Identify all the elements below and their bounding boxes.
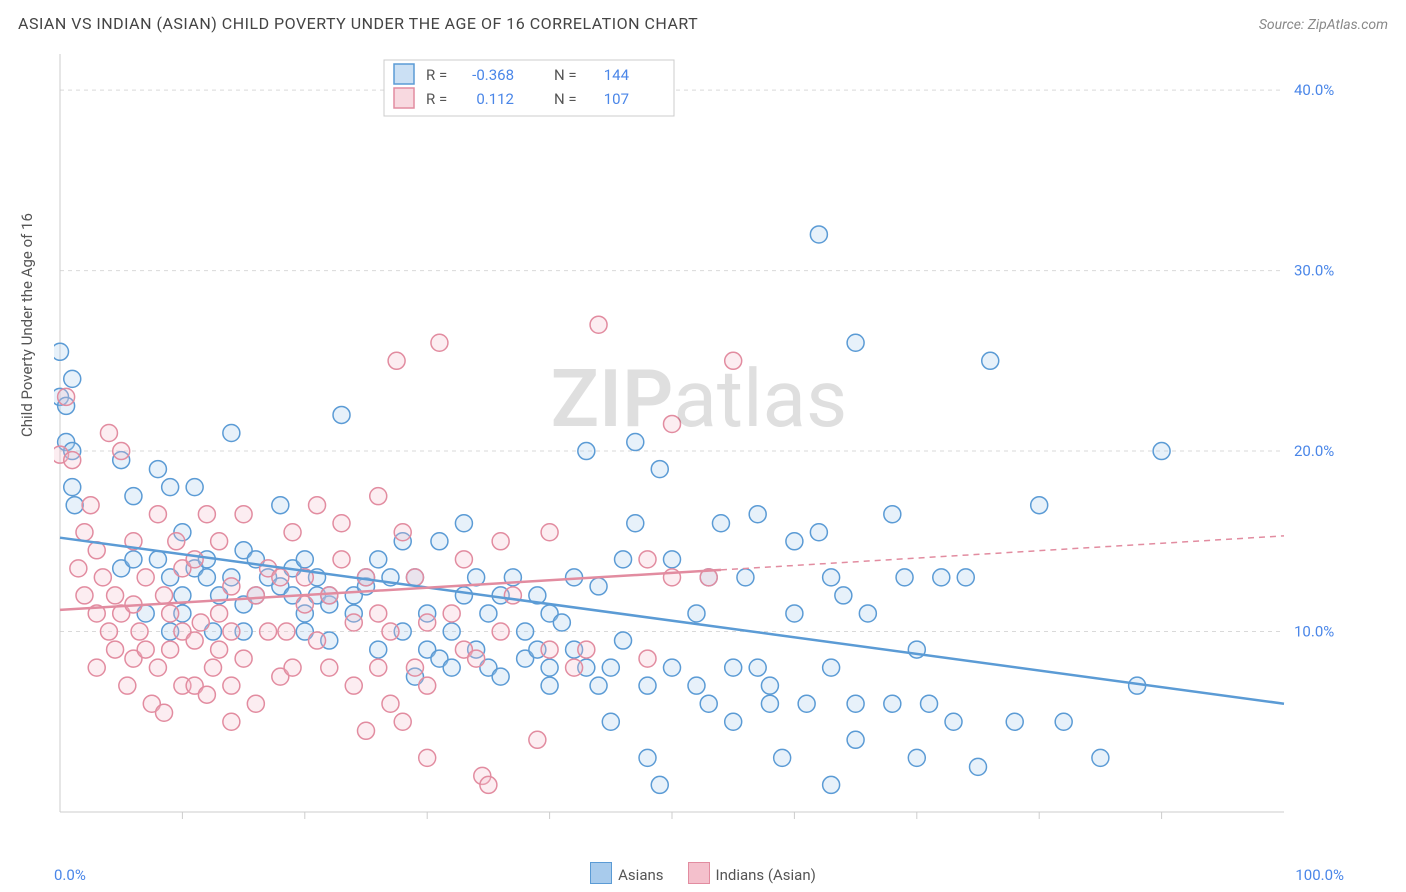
svg-text:R =: R = xyxy=(426,90,447,108)
legend-bottom: Asians Indians (Asian) xyxy=(0,862,1406,884)
legend-item-indians: Indians (Asian) xyxy=(688,862,816,884)
y-axis-label: Child Poverty Under the Age of 16 xyxy=(18,213,36,437)
svg-text:0.112: 0.112 xyxy=(476,90,514,108)
svg-text:-0.368: -0.368 xyxy=(472,66,514,84)
svg-text:107: 107 xyxy=(604,90,629,108)
chart-title: ASIAN VS INDIAN (ASIAN) CHILD POVERTY UN… xyxy=(18,14,698,33)
chart-area: 10.0% 20.0% 30.0% 40.0% R = -0.368 N = 144 R = 0.… xyxy=(54,48,1344,828)
svg-text:R =: R = xyxy=(426,66,447,84)
svg-text:N =: N = xyxy=(554,90,577,108)
svg-text:30.0%: 30.0% xyxy=(1294,262,1334,280)
svg-text:144: 144 xyxy=(604,66,630,84)
svg-text:20.0%: 20.0% xyxy=(1294,442,1334,460)
svg-text:10.0%: 10.0% xyxy=(1294,623,1334,641)
source-attribution: Source: ZipAtlas.com xyxy=(1259,17,1388,33)
scatter-chart-svg: 10.0% 20.0% 30.0% 40.0% R = -0.368 N = 144 R = 0.… xyxy=(54,48,1344,828)
svg-text:40.0%: 40.0% xyxy=(1294,81,1334,99)
legend-swatch-indians xyxy=(688,862,710,884)
svg-text:N =: N = xyxy=(554,66,577,84)
legend-item-asians: Asians xyxy=(590,862,663,884)
legend-swatch-asians xyxy=(590,862,612,884)
